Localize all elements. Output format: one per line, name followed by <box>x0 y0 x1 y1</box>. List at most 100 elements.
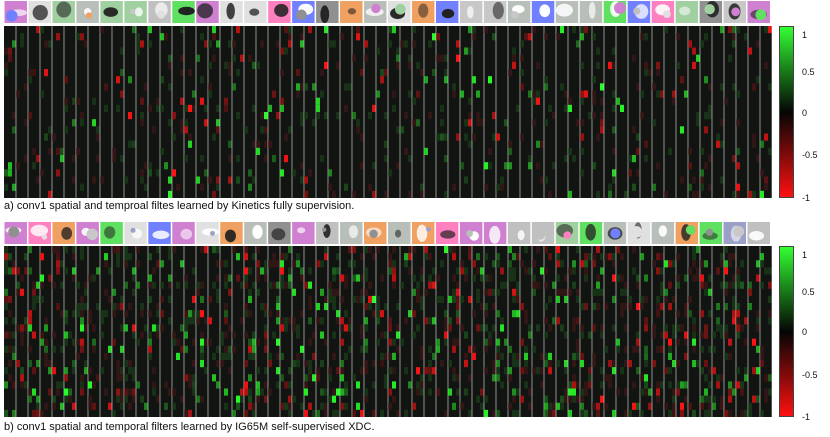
filter-column <box>616 246 629 417</box>
filter-thumbnail <box>435 1 459 23</box>
filter-thumbnail <box>292 1 315 23</box>
filter-column <box>604 246 617 417</box>
filter-thumbnail <box>340 1 363 23</box>
filter-thumbnail <box>268 222 291 244</box>
filter-column <box>628 26 641 198</box>
filter-column <box>208 246 221 417</box>
filter-column <box>568 26 581 198</box>
filter-column <box>688 246 701 417</box>
spatial-filter-thumbnails <box>4 222 770 244</box>
filter-thumbnail <box>220 222 243 244</box>
filter-column <box>544 26 557 198</box>
filter-column <box>700 246 713 417</box>
filter-column <box>136 246 149 417</box>
colorbar-tick: 0 <box>802 108 808 118</box>
panel-caption: b) conv1 spatial and temporal filters le… <box>4 421 375 433</box>
filter-column <box>608 26 617 198</box>
filter-thumbnail <box>531 1 555 23</box>
filter-thumbnail <box>555 1 579 23</box>
filter-thumbnail <box>124 222 147 244</box>
filter-column <box>184 246 197 417</box>
filter-column <box>112 26 125 198</box>
filter-thumbnail <box>220 1 243 23</box>
filter-thumbnail <box>100 1 123 23</box>
filter-thumbnail <box>292 222 315 244</box>
filter-column <box>328 246 341 417</box>
filter-column <box>556 246 569 417</box>
filter-thumbnail <box>244 1 267 23</box>
filter-column <box>724 26 737 198</box>
filter-column <box>352 26 365 198</box>
filter-column <box>52 26 65 198</box>
filter-column <box>724 246 737 417</box>
filter-thumbnail <box>507 222 531 244</box>
filter-column <box>208 26 221 198</box>
filter-column <box>292 246 305 417</box>
filter-thumbnail <box>651 222 675 244</box>
filter-column <box>716 26 725 198</box>
filter-thumbnail <box>411 1 435 23</box>
filter-column <box>220 246 233 417</box>
filter-column <box>4 26 17 198</box>
filter-thumbnail <box>172 222 195 244</box>
filter-thumbnail <box>52 222 75 244</box>
filter-column <box>256 246 269 417</box>
filter-column <box>16 26 29 198</box>
spatial-filter-thumbnails <box>4 1 770 23</box>
filter-column <box>412 246 425 417</box>
filter-column <box>124 26 137 198</box>
figure-panel-b: 1 0.5 0 -0.5 -1 b) conv1 spatial and tem… <box>0 220 830 437</box>
filter-column <box>364 26 377 198</box>
filter-thumbnail <box>627 222 651 244</box>
filter-thumbnail <box>483 222 507 244</box>
filter-column <box>700 26 713 198</box>
filter-thumbnail <box>52 1 75 23</box>
filter-column <box>472 246 485 417</box>
filter-column <box>232 246 245 417</box>
filter-column <box>616 26 629 198</box>
filter-column <box>52 246 65 417</box>
filter-column <box>160 246 173 417</box>
filter-column <box>376 26 389 198</box>
filter-thumbnail <box>316 1 339 23</box>
filter-thumbnail <box>747 222 770 244</box>
colorbar-tick: 0.5 <box>802 67 815 77</box>
filter-column <box>340 26 353 198</box>
filter-column <box>376 246 389 417</box>
filter-column <box>92 26 101 198</box>
filter-thumbnail <box>4 1 28 23</box>
filter-thumbnail <box>4 222 27 244</box>
filter-column <box>580 26 593 198</box>
filter-thumbnail <box>627 1 651 23</box>
filter-column <box>148 26 161 198</box>
filter-column <box>556 26 569 198</box>
filter-column <box>268 26 281 198</box>
filter-column <box>196 246 209 417</box>
filter-column <box>412 26 425 198</box>
filter-thumbnail <box>675 222 699 244</box>
filter-column <box>316 246 329 417</box>
filter-column <box>652 246 665 417</box>
filter-column <box>652 26 665 198</box>
temporal-filter-heatmap <box>4 26 772 198</box>
filter-column <box>452 26 461 198</box>
filter-column <box>64 26 77 198</box>
filter-column <box>484 246 497 417</box>
filter-thumbnail <box>579 222 603 244</box>
filter-column <box>184 26 197 198</box>
filter-column <box>304 26 317 198</box>
colorbar-tick: 1 <box>802 30 808 40</box>
filter-column <box>676 26 689 198</box>
filter-column <box>40 26 53 198</box>
filter-thumbnail <box>100 222 123 244</box>
filter-column <box>304 246 317 417</box>
colorbar-tick: -0.5 <box>802 370 818 380</box>
filter-column <box>508 246 521 417</box>
filter-column <box>172 246 185 417</box>
filter-column <box>628 246 641 417</box>
filter-column <box>664 246 677 417</box>
filter-column <box>568 246 581 417</box>
temporal-filter-heatmap <box>4 246 772 417</box>
filter-thumbnail <box>28 222 51 244</box>
filter-thumbnail <box>148 1 171 23</box>
